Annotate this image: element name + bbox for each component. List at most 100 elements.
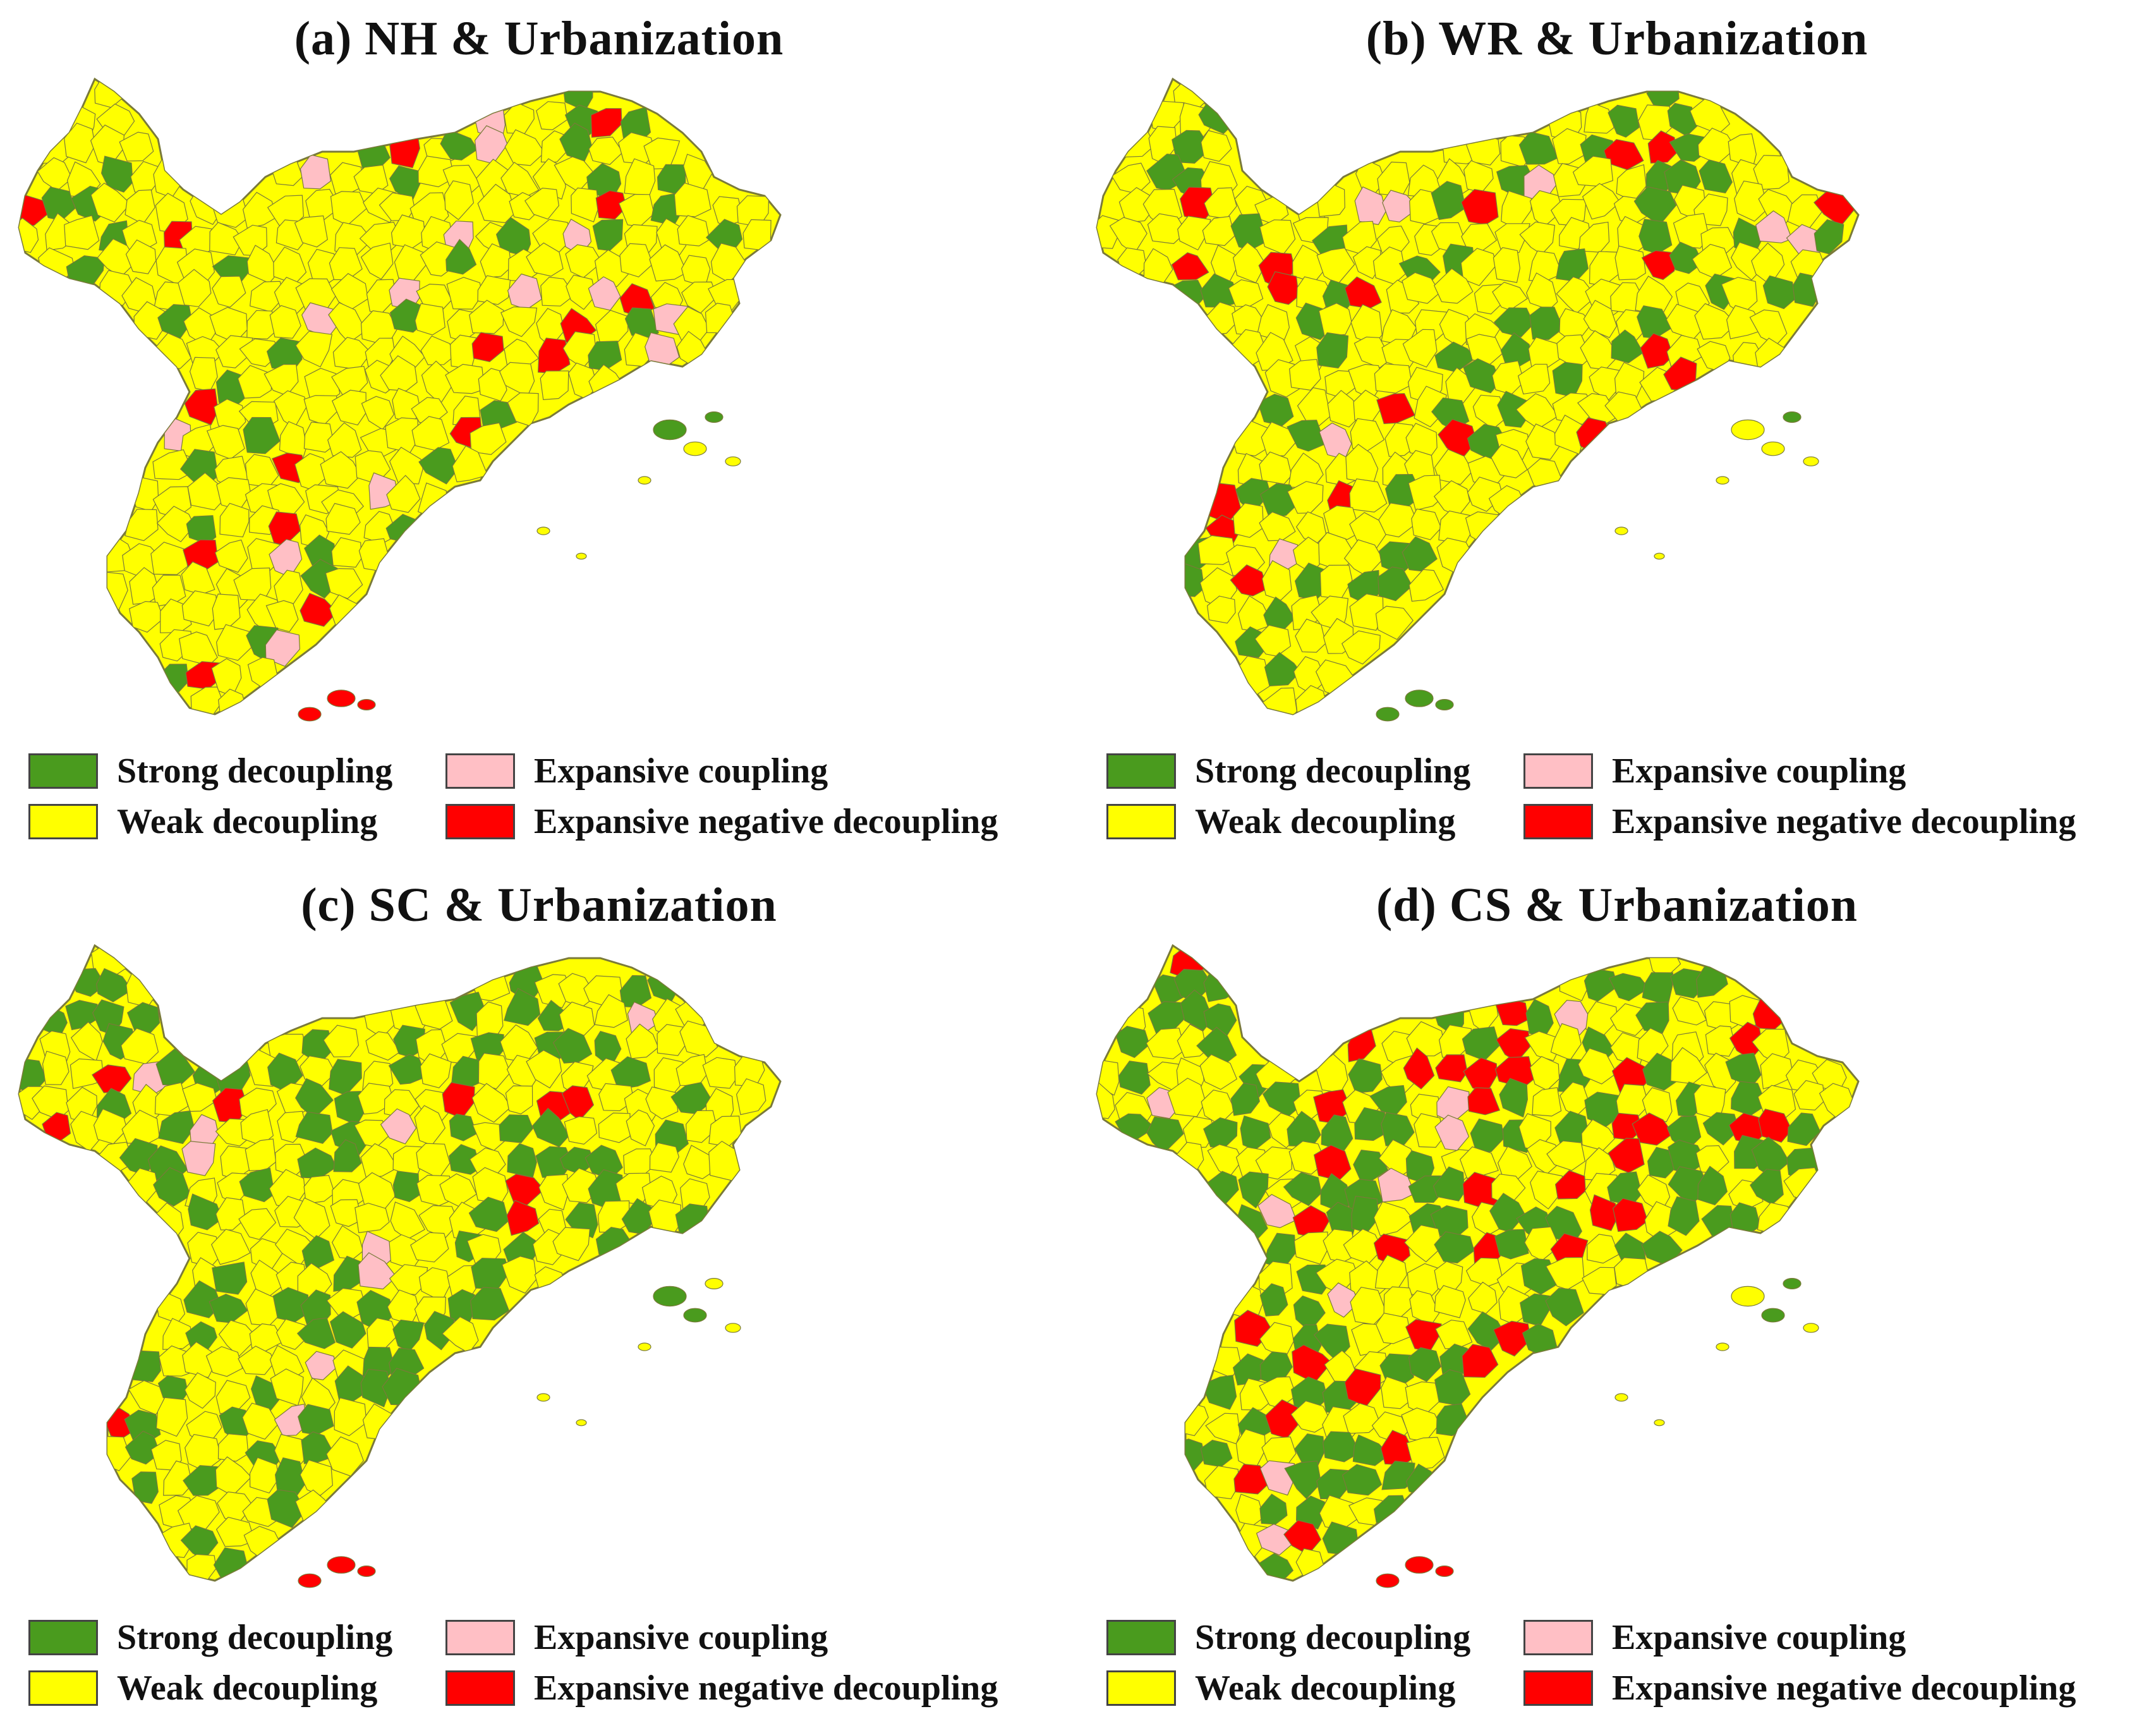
legend-label: Expansive negative decoupling [1612,1669,2076,1708]
county-polygon [92,1064,132,1093]
county-polygon [392,1171,420,1203]
island-polygon [653,1286,687,1307]
legend-label: Expansive coupling [534,1618,828,1657]
county-polygon [626,1023,659,1059]
legend-label: Expansive negative decoupling [1612,802,2076,841]
legend-item-strong-decoupling: Strong decoupling [28,1615,392,1660]
county-polygon [274,1404,308,1437]
county-polygon [1608,973,1650,1002]
county-polygon [501,1256,537,1294]
county-polygon [1518,131,1559,165]
legend-label: Weak decoupling [1195,802,1456,841]
island-polygon [298,1573,322,1588]
county-polygon [1734,180,1769,222]
legend-item-weak-decoupling: Weak decoupling [1106,800,1455,844]
county-polygon [1699,159,1733,193]
panel-title: (d) CS & Urbanization [1376,879,1858,932]
county-polygon [238,1346,276,1375]
county-polygon [131,477,159,512]
county-polygon [1406,1437,1445,1471]
legend-item-expansive-coupling: Expansive coupling [445,1615,828,1660]
county-polygon [133,301,168,340]
county-polygon [1525,423,1561,460]
county-polygon [300,154,332,190]
county-polygon [303,1174,336,1205]
island-polygon [1731,1286,1765,1307]
county-polygon [1201,130,1232,162]
county-polygon [1434,1285,1466,1318]
map-legend: Strong decoupling Weak decoupling Expans… [28,1615,1065,1723]
island-polygon [536,1393,550,1402]
county-polygon [1349,478,1388,513]
county-polygon [1582,183,1621,220]
county-polygon [1378,1167,1415,1203]
legend-label: Expansive coupling [1612,751,1906,791]
legend-swatch [445,1670,515,1706]
county-polygon [276,1318,312,1350]
county-polygon [1267,271,1299,305]
county-polygon [64,215,100,250]
island-polygon [705,1277,724,1289]
county-polygon [1295,1495,1328,1529]
county-polygon [420,1053,452,1088]
legend-item-expansive-coupling: Expansive coupling [1523,1615,1906,1660]
county-polygon [674,182,712,217]
county-polygon [214,539,248,573]
county-polygon [469,300,504,334]
county-polygon [506,1200,540,1236]
island-polygon [1614,526,1628,535]
legend-swatch [445,753,515,789]
county-polygon [1097,1082,1115,1119]
county-polygon [1403,1047,1435,1090]
county-polygon [269,305,301,339]
county-polygon [354,1203,390,1234]
county-polygon [1762,275,1796,310]
county-polygon [1583,300,1618,338]
region-map [1096,77,1860,722]
county-polygon [300,559,338,599]
island-polygon [1761,1308,1785,1323]
county-polygon [1402,272,1441,304]
legend-item-expansive-negative-decoupling: Expansive negative decoupling [445,800,998,844]
county-polygon [100,155,133,193]
legend-item-strong-decoupling: Strong decoupling [28,749,392,793]
county-polygon [444,180,475,221]
county-polygon [1354,186,1386,226]
island-polygon [1716,476,1729,485]
county-polygon [163,1460,193,1496]
county-polygon [1432,1166,1465,1201]
county-polygon [1614,245,1646,281]
island-polygon [327,1556,356,1574]
county-polygon [1493,1320,1532,1357]
county-polygon [1589,1194,1618,1231]
legend-label: Weak decoupling [1195,1669,1456,1708]
county-polygon [1584,102,1614,134]
county-polygon [296,1317,336,1349]
island-polygon [1435,1565,1454,1577]
county-polygon [1814,219,1844,255]
county-polygon [1434,449,1474,485]
county-polygon [95,968,133,1002]
legend-swatch [28,1670,98,1706]
county-polygon [571,187,600,222]
county-polygon [1694,303,1737,340]
county-polygon [331,389,367,426]
county-polygon [471,1083,512,1123]
county-polygon [440,128,478,161]
county-polygon [1431,181,1467,221]
county-polygon [1517,363,1551,395]
county-polygon [242,1402,279,1440]
county-polygon [152,449,194,480]
county-polygon [162,1318,193,1350]
county-polygon [210,1229,251,1265]
county-polygon [326,1436,364,1477]
legend-swatch [28,1620,98,1655]
county-polygon [1755,210,1793,243]
county-polygon [1499,1078,1529,1118]
county-polygon [325,502,361,535]
legend-item-strong-decoupling: Strong decoupling [1106,1615,1470,1660]
county-polygon [446,277,483,310]
county-polygon [598,1112,631,1143]
county-polygon [1411,508,1442,540]
county-polygon [300,1459,334,1496]
